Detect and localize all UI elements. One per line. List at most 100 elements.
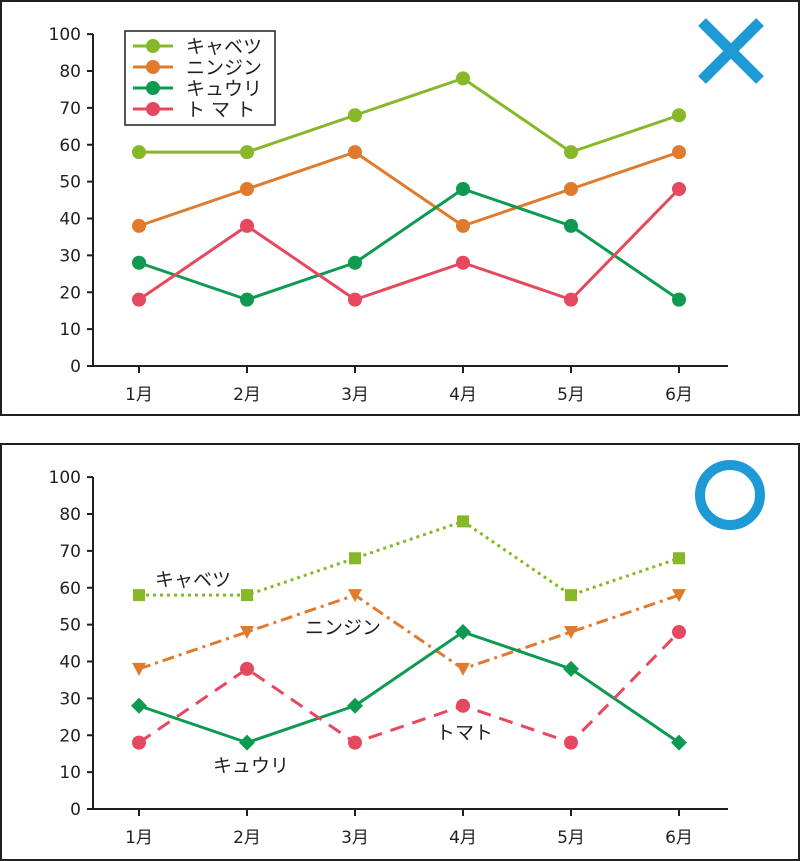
legend-entry-label: ト マ ト: [186, 99, 255, 121]
x-tick-label: 5月: [557, 828, 585, 848]
data-point: [132, 145, 146, 160]
data-point: [672, 182, 686, 196]
x-tick-label: 3月: [341, 828, 369, 848]
chart-panel-legend: 0 10 20 30 40 50 60 70 80 100 1月 2月 3月 4月 5月 6月 キャベツニンジ…: [0, 0, 800, 416]
series-label-carrot: ニンジン: [305, 617, 381, 639]
data-point: [457, 515, 469, 528]
data-point: [240, 182, 254, 196]
data-point: [349, 552, 361, 565]
data-point: [456, 698, 470, 713]
data-point: [672, 108, 686, 123]
y-tick-label: 40: [59, 653, 81, 673]
y-tick-label: 60: [59, 136, 81, 156]
legend-entry-label: キュウリ: [186, 78, 262, 100]
y-tick-label: 0: [70, 357, 81, 377]
x-tick-label: 4月: [449, 828, 477, 848]
data-point: [673, 552, 685, 565]
data-point: [564, 626, 578, 639]
y-tick-label: 80: [59, 62, 81, 82]
y-tick-label: 80: [59, 505, 81, 525]
x-tick-label: 3月: [341, 385, 369, 405]
data-point: [240, 661, 254, 676]
data-point: [241, 589, 253, 602]
series-label-cucumber: キュウリ: [213, 755, 289, 777]
data-point: [564, 182, 578, 196]
y-tick-label: 70: [59, 99, 81, 119]
y-tick-label: 30: [59, 246, 81, 266]
legend-entry-label: ニンジン: [186, 57, 262, 79]
x-tick-label: 6月: [665, 828, 693, 848]
data-point: [240, 145, 254, 160]
series-label-tomato: トマト: [436, 722, 493, 744]
cross-mark-icon: [698, 18, 764, 84]
data-point: [239, 734, 255, 751]
panel-frame: [0, 443, 800, 861]
series-line-tomato: [138, 187, 681, 302]
legend-entry-label: キャベツ: [186, 36, 262, 58]
data-point: [563, 660, 579, 677]
y-tick-label: 10: [59, 320, 81, 340]
y-tick-label: 20: [59, 283, 81, 303]
data-point: [672, 589, 686, 603]
data-point: [131, 697, 147, 714]
data-point: [240, 292, 254, 307]
x-tick-label: 4月: [449, 385, 477, 405]
data-point: [564, 735, 578, 750]
x-tick-label: 6月: [665, 385, 693, 405]
y-tick-label: 70: [59, 542, 81, 562]
y-tick-label: 20: [59, 726, 81, 746]
data-point: [132, 218, 146, 233]
data-point: [347, 697, 363, 714]
data-point: [348, 108, 362, 123]
y-tick-label: 100: [49, 25, 81, 45]
circle-mark-icon: [695, 460, 765, 530]
data-point: [456, 255, 470, 270]
y-tick-label: 100: [49, 468, 81, 488]
y-tick-label: 0: [70, 800, 81, 820]
y-tick-label: 50: [59, 173, 81, 193]
panel-frame: [0, 0, 800, 416]
y-tick-label: 10: [59, 763, 81, 783]
data-point: [348, 292, 362, 307]
series-line-cabbage: [139, 76, 680, 154]
x-tick-label: 2月: [233, 385, 261, 405]
series-line-cucumber: [138, 187, 680, 302]
data-point: [564, 145, 578, 160]
series-line-tomato: [138, 630, 681, 745]
chart-panel-direct-labels: 0 10 20 30 40 50 60 70 80 100 1月 2月 3月 4月 5月 6月 キャベツニンジ…: [0, 443, 800, 861]
data-point: [348, 255, 362, 270]
series-line-carrot: [138, 150, 680, 228]
data-point: [456, 218, 470, 233]
y-tick-label: 30: [59, 689, 81, 709]
data-point: [455, 624, 471, 640]
legend-swatch-marker: [146, 39, 160, 53]
data-point: [565, 589, 577, 602]
data-point: [133, 589, 145, 602]
y-tick-label: 40: [59, 210, 81, 230]
data-point: [348, 735, 362, 750]
data-point: [348, 589, 362, 603]
data-point: [564, 292, 578, 307]
data-point: [240, 218, 254, 233]
data-point: [456, 71, 470, 86]
data-point: [348, 145, 362, 160]
series-line-carrot: [138, 593, 680, 671]
data-point: [671, 734, 687, 751]
x-tick-label: 2月: [233, 828, 261, 848]
data-point: [456, 182, 470, 196]
legend-swatch-marker: [146, 60, 160, 74]
data-point: [456, 662, 470, 676]
data-point: [564, 218, 578, 233]
data-point: [132, 662, 146, 676]
data-point: [132, 255, 146, 270]
y-tick-label: 60: [59, 579, 81, 599]
data-point: [132, 735, 146, 750]
data-point: [672, 145, 686, 160]
data-point: [672, 292, 686, 307]
series-line-cucumber: [138, 630, 680, 745]
legend-swatch-marker: [146, 102, 160, 116]
data-point: [240, 626, 254, 639]
data-point: [672, 625, 686, 639]
x-tick-label: 1月: [125, 828, 153, 848]
